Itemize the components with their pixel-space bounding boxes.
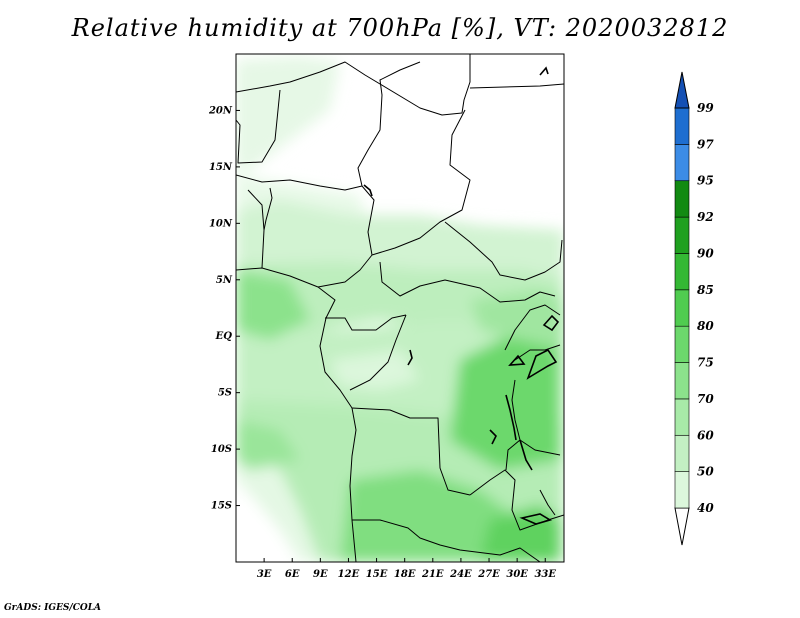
colorbar-label: 90	[697, 246, 714, 260]
colorbar: 40 50 60 70 75 80 85 90 92 95 97 99	[674, 71, 714, 546]
lat-tick-label: 15S	[211, 501, 232, 512]
colorbar-label: 95	[697, 174, 714, 188]
map-title: Relative humidity at 700hPa [%], VT: 202…	[71, 14, 729, 42]
colorbar-segment	[674, 325, 690, 363]
colorbar-segment	[674, 362, 690, 400]
lat-tick-label: 20N	[208, 105, 233, 116]
lon-tick-label: 30E	[506, 569, 528, 580]
colorbar-segment	[674, 216, 690, 254]
colorbar-segment	[674, 107, 690, 145]
lat-tick-label: 15N	[209, 162, 233, 173]
colorbar-segment	[674, 289, 690, 327]
humidity-map: 20N 15N 10N 5N EQ 5S 10S 15S 3E 6E 9E 12E 15E 18E 21E…	[208, 53, 714, 580]
lon-tick-label: 33E	[534, 569, 556, 580]
lat-tick-label: 5N	[216, 275, 233, 286]
lon-tick-label: 27E	[477, 569, 500, 580]
colorbar-label: 97	[697, 137, 714, 151]
lat-tick-label: 5S	[218, 388, 232, 399]
colorbar-segment	[674, 398, 690, 436]
colorbar-segment	[674, 471, 690, 509]
colorbar-lower-triangle	[674, 507, 690, 546]
colorbar-segment	[674, 144, 690, 182]
latitude-ticks: 20N 15N 10N 5N EQ 5S 10S 15S	[208, 105, 240, 512]
grads-credit: GrADS: IGES/COLA	[4, 603, 102, 613]
lon-tick-label: 24E	[449, 569, 472, 580]
lat-tick-label: EQ	[215, 331, 233, 342]
lon-tick-label: 3E	[257, 569, 272, 580]
colorbar-segment	[674, 253, 690, 291]
lon-tick-label: 15E	[366, 569, 388, 580]
lon-tick-label: 9E	[313, 569, 328, 580]
colorbar-label: 85	[697, 283, 714, 297]
lon-tick-label: 12E	[338, 569, 360, 580]
colorbar-label: 50	[697, 465, 714, 479]
humidity-field	[236, 54, 564, 562]
colorbar-label: 99	[697, 101, 714, 115]
colorbar-label: 80	[697, 319, 714, 333]
lon-tick-label: 21E	[421, 569, 444, 580]
map-frame	[235, 53, 565, 563]
colorbar-segment	[674, 434, 690, 472]
colorbar-upper-triangle	[674, 71, 690, 109]
colorbar-label: 75	[697, 356, 714, 370]
colorbar-label: 60	[697, 428, 714, 442]
colorbar-label: 40	[697, 501, 714, 515]
lat-tick-label: 10S	[211, 444, 232, 455]
lon-tick-label: 6E	[285, 569, 300, 580]
lat-tick-label: 10N	[209, 218, 233, 229]
longitude-ticks: 3E 6E 9E 12E 15E 18E 21E 24E 27E 30E 33E	[257, 558, 556, 580]
colorbar-segment	[674, 180, 690, 218]
colorbar-label: 70	[697, 392, 714, 406]
colorbar-label: 92	[697, 210, 714, 224]
lon-tick-label: 18E	[394, 569, 416, 580]
